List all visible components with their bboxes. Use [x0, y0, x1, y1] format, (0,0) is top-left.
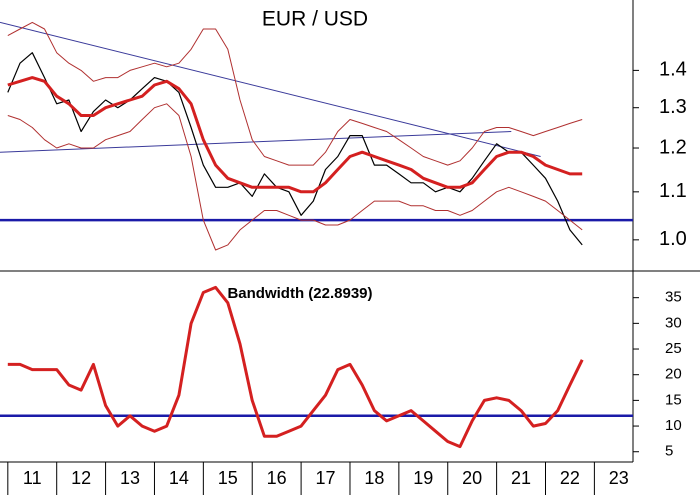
y-tick-label: 30 — [665, 314, 682, 331]
y-tick-label: 1.0 — [659, 228, 687, 250]
chart-title: EUR / USD — [262, 8, 368, 31]
series-line — [7, 285, 584, 449]
y-tick-label: 1.4 — [659, 59, 687, 81]
y-tick-label: 15 — [665, 391, 682, 408]
x-tick-label: 11 — [23, 468, 42, 488]
y-tick-label: 25 — [665, 340, 682, 357]
x-tick-label: 17 — [316, 468, 336, 488]
trend-line — [0, 131, 512, 153]
panel-title: Bandwidth (22.8939) — [227, 285, 372, 302]
x-tick-label: 23 — [609, 468, 629, 488]
x-tick-label: 14 — [169, 468, 189, 488]
series-line — [7, 21, 583, 166]
y-tick-label: 10 — [665, 417, 682, 434]
series-line — [7, 103, 583, 251]
x-tick-label: 12 — [71, 468, 91, 488]
y-tick-label: 1.3 — [659, 96, 687, 118]
y-tick-label: 1.1 — [659, 180, 687, 202]
x-tick-label: 15 — [218, 468, 238, 488]
x-tick-label: 16 — [267, 468, 287, 488]
x-tick-label: 21 — [511, 468, 531, 488]
x-tick-label: 20 — [462, 468, 482, 488]
y-tick-label: 20 — [665, 366, 682, 383]
y-tick-label: 5 — [665, 443, 673, 460]
x-tick-label: 13 — [120, 468, 140, 488]
series-line — [7, 52, 583, 246]
y-tick-label: 1.2 — [659, 136, 687, 158]
series-line — [7, 76, 583, 194]
x-tick-label: 22 — [560, 468, 580, 488]
y-tick-label: 35 — [665, 289, 682, 306]
x-tick-label: 18 — [364, 468, 384, 488]
x-tick-label: 19 — [413, 468, 433, 488]
